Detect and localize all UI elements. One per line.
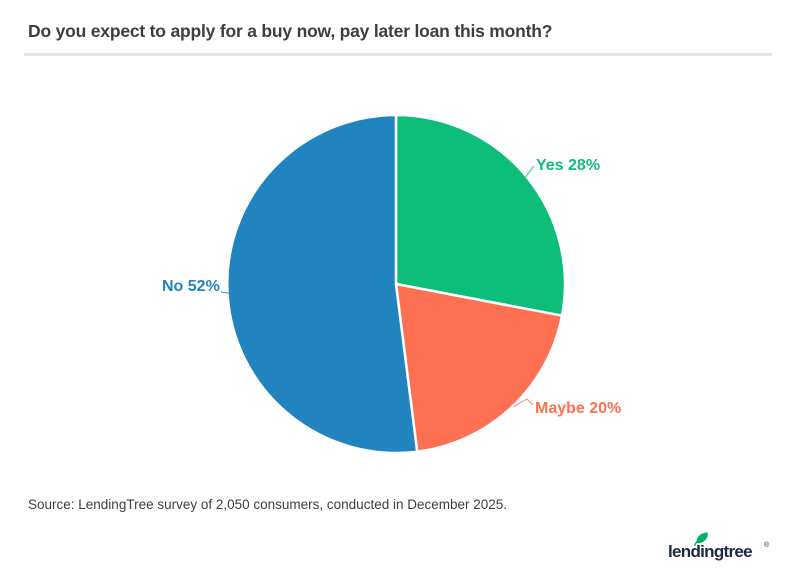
lendingtree-logo: lendingtree ®: [668, 530, 793, 575]
pie-slice-maybe[interactable]: [394, 282, 564, 453]
lendingtree-logo-text: lendingtree: [668, 542, 753, 561]
lendingtree-leaf-icon: [693, 532, 708, 546]
maybe-label-connector: [512, 398, 534, 408]
registered-trademark-symbol: ®: [764, 542, 770, 549]
pie-label-no: No 52%: [162, 278, 220, 295]
pie-slice-no[interactable]: [226, 113, 419, 455]
pie-label-yes: Yes 28%: [536, 157, 601, 174]
no-label-connector: [220, 291, 232, 295]
source-note: Source: LendingTree survey of 2,050 cons…: [28, 497, 508, 512]
title-divider: [24, 53, 772, 56]
pie-slice-yes[interactable]: [394, 113, 567, 317]
pie-label-maybe: Maybe 20%: [535, 400, 622, 417]
yes-label-connector: [522, 165, 535, 181]
chart-title: Do you expect to apply for a buy now, pa…: [28, 21, 553, 41]
